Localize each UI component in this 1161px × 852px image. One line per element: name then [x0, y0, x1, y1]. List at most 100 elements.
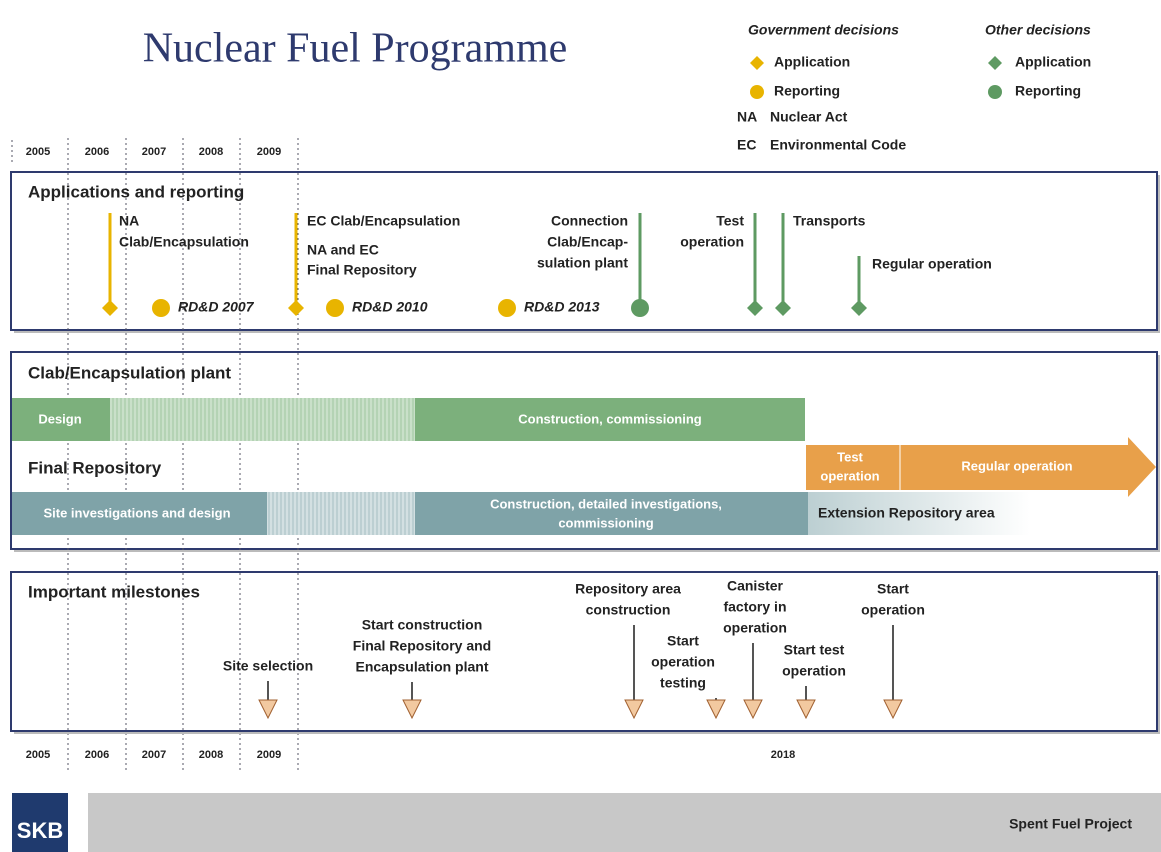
milestone-label: Start [877, 581, 909, 597]
milestone-label: Site selection [223, 658, 313, 674]
label: operation [680, 234, 744, 250]
label: Regular operation [961, 458, 1072, 473]
milestone-marker [402, 699, 422, 720]
diamond-marker [988, 56, 1002, 70]
milestone-label: operation [861, 602, 925, 618]
phase-bar [12, 398, 110, 441]
label: Test [837, 449, 863, 464]
milestone-marker [624, 699, 644, 720]
label: Site investigations and design [43, 505, 230, 520]
milestone-label: Start test [784, 642, 845, 658]
milestone-label: testing [660, 675, 706, 691]
phase-bar [12, 492, 267, 535]
label: Reporting [1015, 83, 1081, 99]
year-label: 2008 [199, 749, 223, 761]
label: NA [119, 213, 139, 229]
phase-bar [415, 398, 805, 441]
milestone-label: operation [651, 654, 715, 670]
milestone-marker [706, 699, 726, 720]
milestone-label: Final Repository and [353, 638, 491, 654]
circle-marker [326, 299, 344, 317]
label: sulation plant [537, 255, 628, 271]
year-label: 2018 [771, 749, 795, 761]
phase-bar [110, 398, 415, 441]
label: Extension Repository area [818, 505, 995, 521]
diamond-marker [102, 300, 118, 316]
label: Transports [793, 213, 866, 229]
diamond-marker [288, 300, 304, 316]
label: commissioning [558, 515, 653, 530]
milestone-label: Canister [727, 578, 784, 594]
logo [12, 793, 68, 852]
section-heading: Important milestones [28, 582, 200, 601]
year-label: 2006 [85, 146, 109, 158]
label: Design [38, 411, 81, 426]
milestone-marker [258, 699, 278, 720]
circle-marker [988, 85, 1002, 99]
year-label: 2008 [199, 146, 223, 158]
footer-text: Spent Fuel Project [1009, 816, 1132, 832]
milestone-marker [743, 699, 763, 720]
label: EC Clab/Encapsulation [307, 213, 460, 229]
label: Nuclear Act [770, 109, 848, 125]
footer-bar [88, 793, 1161, 852]
label: Application [774, 54, 850, 70]
milestone-label: Repository area [575, 581, 681, 597]
label: EC [737, 137, 756, 153]
title: Nuclear Fuel Programme [143, 26, 568, 72]
label: Reporting [774, 83, 840, 99]
year-label: 2006 [85, 749, 109, 761]
panel [10, 171, 1158, 331]
diamond-marker [750, 56, 764, 70]
year-label: 2009 [257, 146, 281, 158]
diamond-marker [851, 300, 867, 316]
legend-heading: Other decisions [985, 22, 1091, 38]
milestone-label: Encapsulation plant [355, 659, 488, 675]
label: Final Repository [307, 262, 417, 278]
phase-arrow [900, 437, 1156, 497]
milestone-marker [796, 699, 816, 720]
label: RD&D 2010 [352, 299, 428, 315]
milestone-label: Start construction [362, 617, 483, 633]
year-label: 2007 [142, 749, 166, 761]
logo-text: SKB [17, 818, 63, 843]
label: operation [820, 468, 879, 483]
panel [10, 571, 1158, 732]
milestone-label: Start [667, 633, 699, 649]
circle-marker [152, 299, 170, 317]
label: Connection [551, 213, 628, 229]
phase-bar [806, 445, 900, 490]
year-label: 2005 [26, 749, 50, 761]
year-label: 2007 [142, 146, 166, 158]
section-heading: Applications and reporting [28, 182, 244, 201]
year-label: 2005 [26, 146, 50, 158]
diamond-marker [747, 300, 763, 316]
year-label: 2009 [257, 749, 281, 761]
label: Clab/Encapsulation [119, 234, 249, 250]
milestone-label: operation [782, 663, 846, 679]
circle-marker [631, 299, 649, 317]
milestone-marker [883, 699, 903, 720]
phase-bar [267, 492, 415, 535]
label: Environmental Code [770, 137, 906, 153]
label: NA and EC [307, 242, 379, 258]
label: Construction, commissioning [518, 411, 702, 426]
label: Regular operation [872, 256, 992, 272]
label: RD&D 2007 [178, 299, 255, 315]
milestone-label: operation [723, 620, 787, 636]
phase-bar [808, 492, 1030, 535]
label: Construction, detailed investigations, [490, 496, 722, 511]
circle-marker [498, 299, 516, 317]
label: NA [737, 109, 757, 125]
label: Clab/Encap- [547, 234, 628, 250]
phase-bar [415, 492, 808, 535]
milestone-label: factory in [723, 599, 786, 615]
section-heading: Clab/Encapsulation plant [28, 363, 231, 382]
diamond-marker [775, 300, 791, 316]
circle-marker [750, 85, 764, 99]
label: Test [716, 213, 744, 229]
label: Application [1015, 54, 1091, 70]
label: RD&D 2013 [524, 299, 600, 315]
legend-heading: Government decisions [748, 22, 899, 38]
